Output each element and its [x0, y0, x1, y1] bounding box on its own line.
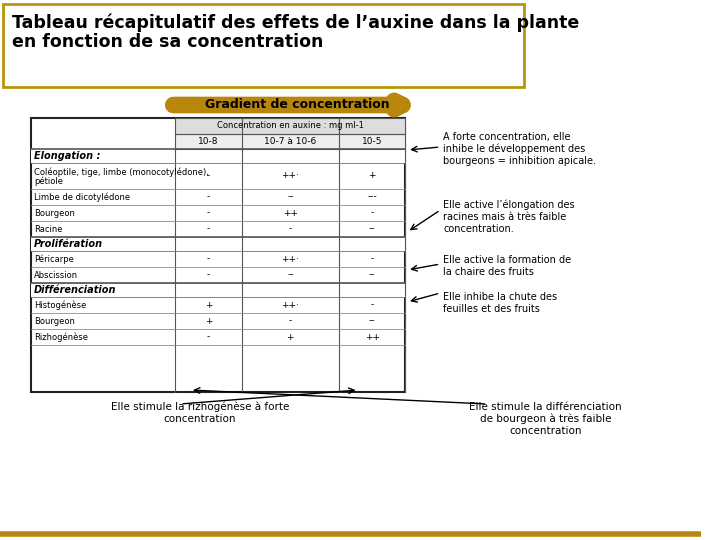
Text: Histogénèse: Histogénèse	[34, 300, 86, 310]
Text: ---: ---	[367, 192, 377, 201]
Text: -: -	[207, 333, 210, 341]
Text: pétiole: pétiole	[34, 176, 63, 186]
Text: ++·: ++·	[282, 300, 300, 309]
Text: -: -	[207, 172, 210, 180]
Text: ++·: ++·	[282, 254, 300, 264]
Text: -: -	[371, 254, 374, 264]
Text: Racine: Racine	[34, 225, 63, 233]
Text: ++: ++	[364, 333, 379, 341]
Bar	[3, 4, 524, 87]
Text: -: -	[207, 192, 210, 201]
Text: ++·: ++·	[282, 172, 300, 180]
Text: Elle stimule la rizhogénèse à forte
concentration: Elle stimule la rizhogénèse à forte conc…	[111, 402, 289, 424]
Text: Limbe de dicotylédone: Limbe de dicotylédone	[34, 192, 130, 202]
Text: -: -	[207, 271, 210, 280]
Bar	[31, 283, 405, 297]
Text: Bourgeon: Bourgeon	[34, 316, 75, 326]
Text: --: --	[287, 192, 294, 201]
Bar	[31, 118, 405, 392]
Text: --: --	[369, 225, 375, 233]
Text: Elle inhibe la chute des
feuilles et des fruits: Elle inhibe la chute des feuilles et des…	[444, 292, 557, 314]
Text: Elle stimule la différenciation
de bourgeon à très faible
concentration: Elle stimule la différenciation de bourg…	[469, 402, 622, 436]
Text: -: -	[371, 300, 374, 309]
Text: Elongation :: Elongation :	[34, 151, 101, 161]
Text: ++: ++	[283, 208, 298, 218]
Text: +: +	[287, 333, 294, 341]
Text: -: -	[207, 254, 210, 264]
Text: -: -	[289, 316, 292, 326]
Text: en fonction de sa concentration: en fonction de sa concentration	[12, 33, 323, 51]
Text: Différenciation: Différenciation	[34, 285, 117, 295]
Text: --: --	[369, 271, 375, 280]
Text: Concentration en auxine : mg ml-1: Concentration en auxine : mg ml-1	[217, 122, 364, 131]
Text: Prolifération: Prolifération	[34, 239, 103, 249]
Text: -: -	[207, 208, 210, 218]
Text: Gradient de concentration: Gradient de concentration	[204, 98, 390, 111]
Text: Bourgeon: Bourgeon	[34, 208, 75, 218]
Text: +: +	[369, 172, 376, 180]
Text: Péricarpe: Péricarpe	[34, 254, 74, 264]
Text: Coléoptile, tige, limbe (monocotylédone),: Coléoptile, tige, limbe (monocotylédone)…	[34, 167, 209, 177]
Text: +: +	[204, 300, 212, 309]
Text: Rizhogénèse: Rizhogénèse	[34, 332, 88, 342]
Text: -: -	[371, 208, 374, 218]
Text: +: +	[204, 316, 212, 326]
Bar	[31, 149, 405, 163]
Text: --: --	[287, 271, 294, 280]
Text: Tableau récapitulatif des effets de l’auxine dans la plante: Tableau récapitulatif des effets de l’au…	[12, 13, 579, 31]
Text: 10-5: 10-5	[362, 137, 382, 146]
Text: -: -	[207, 225, 210, 233]
Text: 10-7 à 10-6: 10-7 à 10-6	[264, 137, 317, 146]
Text: Abscission: Abscission	[34, 271, 78, 280]
Bar	[176, 118, 405, 134]
Bar	[31, 237, 405, 251]
Text: Elle active l’élongation des
racines mais à très faible
concentration.: Elle active l’élongation des racines mai…	[444, 200, 575, 234]
Text: A forte concentration, elle
inhibe le développement des
bourgeons = inhibition a: A forte concentration, elle inhibe le dé…	[444, 132, 596, 166]
Text: Elle active la formation de
la chaire des fruits: Elle active la formation de la chaire de…	[444, 255, 572, 276]
Text: -: -	[289, 225, 292, 233]
Text: 10-8: 10-8	[198, 137, 219, 146]
Bar	[176, 134, 405, 149]
Text: --: --	[369, 316, 375, 326]
